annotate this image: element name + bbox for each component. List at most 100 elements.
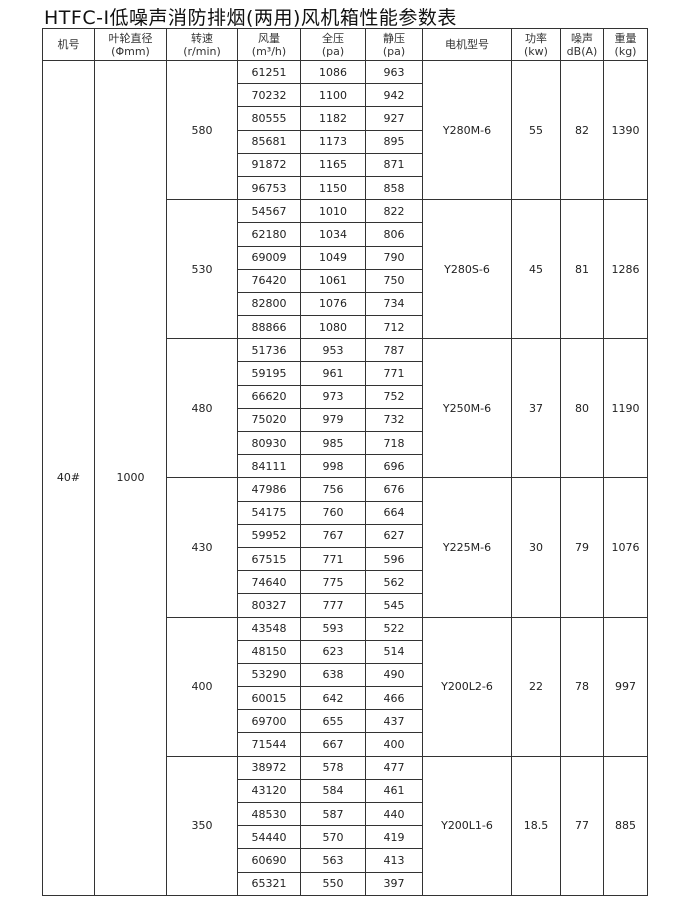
airflow-cell: 48530 (237, 801, 301, 827)
total-pressure-cell: 953 (300, 338, 366, 363)
header-unit: (pa) (382, 44, 406, 58)
total-pressure-cell: 998 (300, 454, 366, 479)
header-airflow: 风量 (m³/h) (237, 28, 301, 61)
airflow-cell: 54567 (237, 199, 301, 224)
table-row: 71544 667 400 (43, 732, 648, 757)
weight-cell: 1190 (603, 338, 648, 479)
power-cell: 18.5 (511, 755, 561, 896)
total-pressure-cell: 1049 (300, 245, 366, 270)
power-cell: 45 (511, 199, 561, 340)
airflow-cell: 80555 (237, 106, 301, 131)
airflow-cell: 62180 (237, 222, 301, 247)
total-pressure-cell: 623 (300, 639, 366, 664)
static-pressure-cell: 466 (365, 686, 423, 711)
table-row: 65321 550 397 (43, 871, 648, 896)
power-cell: 30 (511, 477, 561, 618)
total-pressure-cell: 760 (300, 500, 366, 525)
airflow-cell: 76420 (237, 268, 301, 293)
airflow-cell: 67515 (237, 546, 301, 572)
static-pressure-cell: 734 (365, 291, 423, 317)
total-pressure-cell: 1100 (300, 83, 366, 108)
weight-cell: 997 (603, 616, 648, 757)
airflow-cell: 59952 (237, 523, 301, 548)
table-row: 70232 1100 942 (43, 83, 648, 108)
total-pressure-cell: 587 (300, 801, 366, 827)
header-unit: (r/min) (183, 44, 221, 58)
header-label: 噪声 (571, 31, 593, 45)
static-pressure-cell: 440 (365, 801, 423, 827)
total-pressure-cell: 1086 (300, 59, 366, 85)
total-pressure-cell: 593 (300, 616, 366, 641)
header-impeller-diameter: 叶轮直径 (Φmm) (94, 28, 167, 61)
power-cell: 22 (511, 616, 561, 757)
speed-cell: 400 (166, 616, 238, 757)
noise-cell: 79 (560, 477, 604, 618)
static-pressure-cell: 676 (365, 477, 423, 502)
table-row: 76420 1061 750 (43, 268, 648, 293)
table-row: 48530 587 440 (43, 801, 648, 827)
header-total-pressure: 全压 (pa) (300, 28, 366, 61)
airflow-cell: 85681 (237, 129, 301, 154)
header-row: 机号 叶轮直径 (Φmm) 转速 (r/min) 风量 (m³/h) 全压 (pa) 静压 (pa)… (42, 28, 648, 61)
table-row: 80327 777 545 (43, 593, 648, 618)
total-pressure-cell: 775 (300, 570, 366, 595)
header-label: 功率 (525, 31, 547, 45)
static-pressure-cell: 545 (365, 593, 423, 618)
total-pressure-cell: 1061 (300, 268, 366, 293)
airflow-cell: 54175 (237, 500, 301, 525)
static-pressure-cell: 400 (365, 732, 423, 757)
table-row: 53290 638 490 (43, 662, 648, 688)
total-pressure-cell: 1150 (300, 175, 366, 201)
header-label: 风量 (258, 31, 280, 45)
noise-cell: 81 (560, 199, 604, 340)
airflow-cell: 59195 (237, 361, 301, 386)
speed-cell: 580 (166, 59, 238, 201)
header-weight: 重量 (kg) (603, 28, 648, 61)
motor-model-cell: Y250M-6 (422, 338, 512, 479)
header-unit: (pa) (321, 44, 345, 58)
static-pressure-cell: 942 (365, 83, 423, 108)
noise-cell: 82 (560, 59, 604, 201)
static-pressure-cell: 522 (365, 616, 423, 641)
static-pressure-cell: 822 (365, 199, 423, 224)
static-pressure-cell: 871 (365, 152, 423, 177)
total-pressure-cell: 1165 (300, 152, 366, 177)
total-pressure-cell: 961 (300, 361, 366, 386)
header-motor-model: 电机型号 (422, 28, 512, 61)
airflow-cell: 47986 (237, 477, 301, 502)
total-pressure-cell: 1034 (300, 222, 366, 247)
static-pressure-cell: 490 (365, 662, 423, 688)
machine-no-cell: 40# (42, 60, 95, 896)
total-pressure-cell: 979 (300, 407, 366, 433)
airflow-cell: 71544 (237, 732, 301, 757)
airflow-cell: 65321 (237, 871, 301, 896)
static-pressure-cell: 858 (365, 175, 423, 201)
table-row: 530 54567 1010 822 Y280S-6 45 81 1286 (43, 199, 648, 340)
table-row: 69009 1049 790 (43, 245, 648, 270)
static-pressure-cell: 461 (365, 778, 423, 804)
table-row: 480 51736 953 787 Y250M-6 37 80 1190 (43, 338, 648, 479)
header-speed: 转速 (r/min) (166, 28, 238, 61)
airflow-cell: 80930 (237, 430, 301, 456)
power-cell: 55 (511, 59, 561, 201)
table-row: 40# 1000 580 61251 1086 963 Y280M-6 55 82 1390 (42, 59, 648, 896)
table-row: 43120 584 461 (43, 778, 648, 804)
table-row: 69700 655 437 (43, 709, 648, 734)
static-pressure-cell: 712 (365, 315, 423, 340)
static-pressure-cell: 750 (365, 268, 423, 293)
header-unit: (m³/h) (251, 44, 287, 58)
static-pressure-cell: 752 (365, 384, 423, 409)
motor-model-cell: Y280M-6 (422, 59, 512, 201)
total-pressure-cell: 642 (300, 686, 366, 711)
static-pressure-cell: 413 (365, 848, 423, 873)
motor-model-cell: Y200L1-6 (422, 755, 512, 896)
table-row: 67515 771 596 (43, 546, 648, 572)
table-row: 430 47986 756 676 Y225M-6 30 79 1076 (43, 477, 648, 618)
performance-table: 机号 叶轮直径 (Φmm) 转速 (r/min) 风量 (m³/h) 全压 (pa) 静压 (pa)… (42, 28, 648, 896)
total-pressure-cell: 1076 (300, 291, 366, 317)
total-pressure-cell: 563 (300, 848, 366, 873)
header-label: 重量 (614, 31, 637, 45)
table-row: 74640 775 562 (43, 570, 648, 595)
airflow-cell: 74640 (237, 570, 301, 595)
static-pressure-cell: 664 (365, 500, 423, 525)
